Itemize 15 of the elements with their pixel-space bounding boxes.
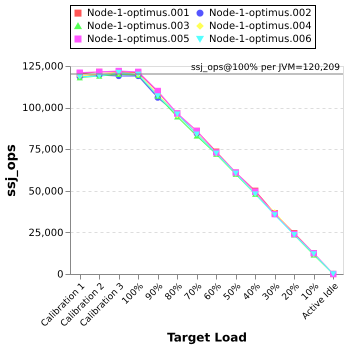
y-tick-label: 25,000: [28, 228, 64, 239]
legend-label: Node-1-optimus.006: [209, 34, 312, 45]
legend-label: Node-1-optimus.002: [209, 8, 312, 20]
y-tick-label: 75,000: [28, 144, 64, 156]
legend-label: Node-1-optimus.004: [209, 21, 312, 32]
y-tick-label: 0: [57, 270, 64, 280]
y-tick-label: 125,000: [22, 62, 64, 72]
legend-label: Node-1-optimus.001: [87, 8, 190, 20]
legend-label: Node-1-optimus.003: [87, 21, 190, 32]
y-tick-label: 100,000: [22, 103, 64, 114]
y-tick-label: 50,000: [28, 186, 64, 198]
x-axis-title: Target Load: [167, 330, 247, 345]
legend-label: Node-1-optimus.005: [87, 34, 190, 45]
ref-line-label: ssj_ops@100% per JVM=120,209: [190, 62, 340, 73]
y-axis-title: ssj_ops: [4, 144, 20, 197]
